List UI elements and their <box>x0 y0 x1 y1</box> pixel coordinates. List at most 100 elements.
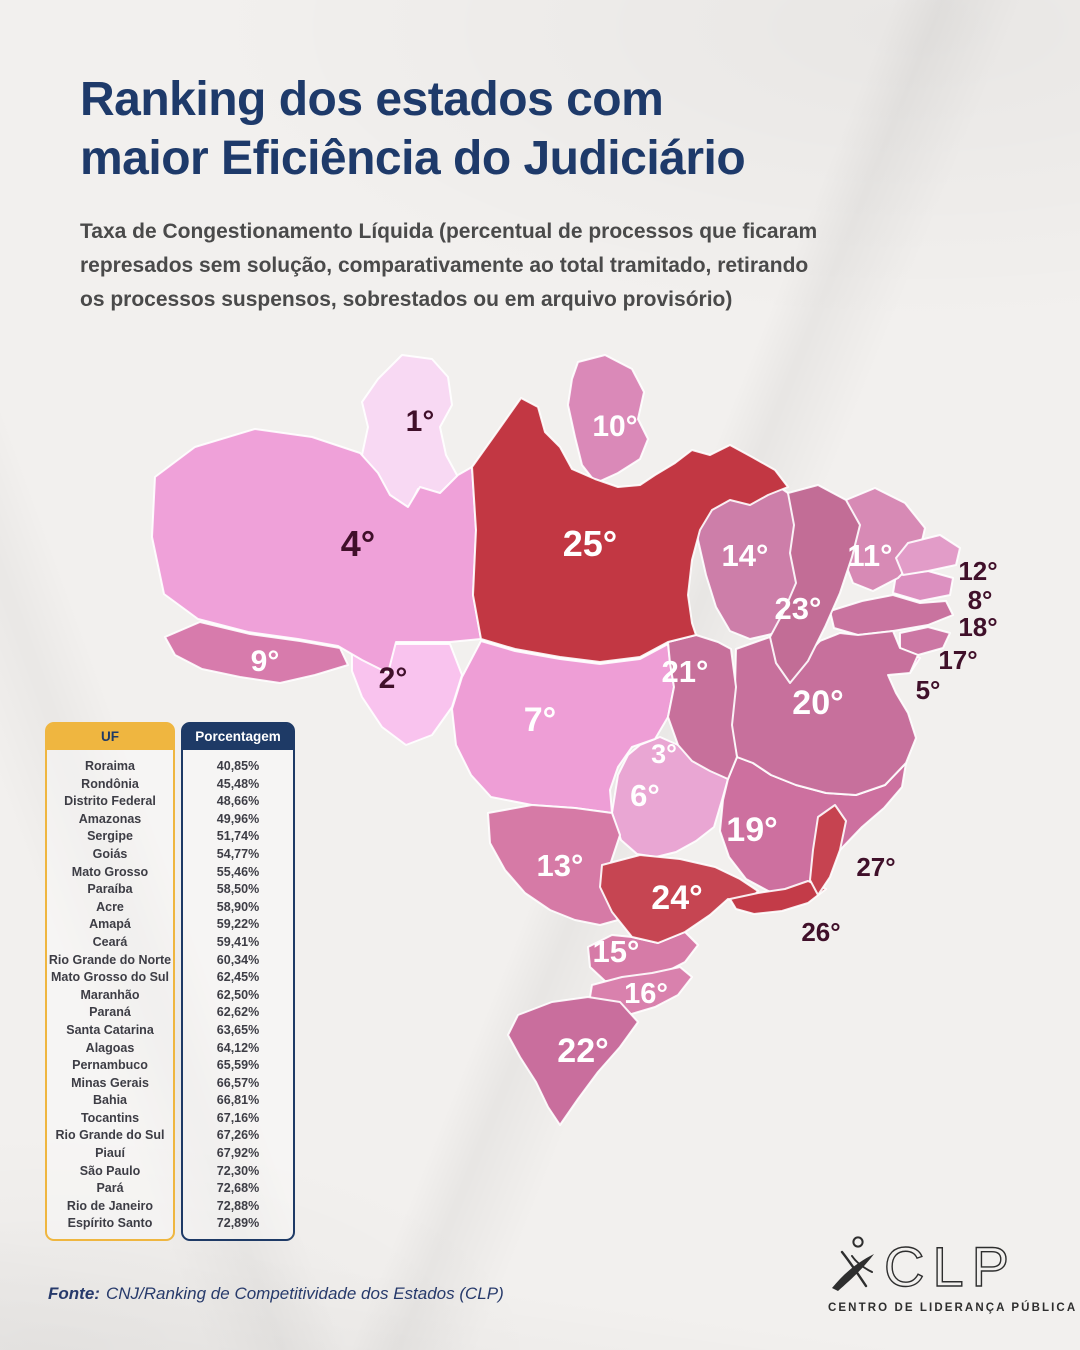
percentage-cell: 48,66% <box>216 794 260 809</box>
rank-label-ES: 27° <box>856 852 895 882</box>
source-text: CNJ/Ranking de Competitividade dos Estad… <box>105 1284 504 1303</box>
rank-label-RO: 2° <box>379 662 408 695</box>
percentage-cell: 49,96% <box>216 811 260 826</box>
uf-cell: Espírito Santo <box>67 1216 153 1231</box>
percentage-cell: 51,74% <box>216 829 260 844</box>
state-shape-AC <box>164 621 349 684</box>
percentage-cell: 72,68% <box>216 1181 260 1196</box>
uf-cell: Acre <box>96 899 124 914</box>
uf-cell: Pará <box>96 1181 124 1196</box>
state-shape-SP <box>599 854 759 944</box>
percentage-cell: 63,65% <box>216 1022 260 1037</box>
uf-cell: Distrito Federal <box>64 794 156 809</box>
rank-label-AC: 9° <box>251 645 280 678</box>
percentage-cell: 62,45% <box>216 970 260 985</box>
percentage-cell: 58,90% <box>216 899 260 914</box>
uf-cell: Rio Grande do Norte <box>48 952 172 967</box>
uf-cell: Sergipe <box>87 829 133 844</box>
rank-label-PE: 18° <box>958 612 997 642</box>
rank-label-BA: 20° <box>792 684 843 722</box>
uf-cell: Mato Grosso do Sul <box>50 970 170 985</box>
percentage-cell: 60,34% <box>216 952 260 967</box>
percentage-cell: 62,62% <box>216 1005 260 1020</box>
uf-cell: Rio de Janeiro <box>66 1198 154 1213</box>
rank-label-GO: 6° <box>630 778 660 813</box>
percentage-cell: 72,89% <box>216 1216 260 1231</box>
state-shape-MT <box>451 640 675 814</box>
percentage-cell: 55,46% <box>216 864 260 879</box>
rank-label-MT: 7° <box>524 701 557 739</box>
uf-cell: Alagoas <box>85 1040 135 1055</box>
state-shape-RN <box>895 534 961 576</box>
percentage-cell: 59,22% <box>216 917 260 932</box>
percentage-cell: 66,57% <box>216 1075 260 1090</box>
state-shape-PE <box>829 594 954 636</box>
person-icon <box>832 1236 874 1291</box>
percentage-cell: 72,30% <box>216 1163 260 1178</box>
percentage-cell: 54,77% <box>216 846 260 861</box>
uf-cell: Amapá <box>89 917 131 932</box>
rank-label-SC: 16° <box>624 978 668 1010</box>
state-shape-PA <box>471 397 789 663</box>
state-shape-ES <box>809 804 847 896</box>
brazil-choropleth-map: 1° 2° 3° 4° 5° 6° 7° 8° 9° 10° 11° 12° 13° 14° 15° 16° 1… <box>151 354 998 1126</box>
uf-cell: Goiás <box>92 846 128 861</box>
page-subtitle: Taxa de Congestionamento Líquida (percen… <box>80 215 817 317</box>
uf-cell: Rio Grande do Sul <box>55 1128 165 1143</box>
rank-label-RN: 12° <box>958 556 997 586</box>
page-title-line1: Ranking dos estados com <box>80 73 664 126</box>
percentage-column-body: 40,85% 45,48% 48,66% 49,96% 51,74% 54,77% 55,4… <box>183 750 293 1239</box>
rank-label-RJ: 26° <box>801 917 840 947</box>
uf-cell: Santa Catarina <box>66 1022 154 1037</box>
state-shape-TO <box>667 634 738 780</box>
percentage-cell: 67,26% <box>216 1128 260 1143</box>
percentage-cell: 66,81% <box>216 1093 260 1108</box>
subtitle-line1: Taxa de Congestionamento Líquida (percen… <box>80 220 818 243</box>
uf-cell: Maranhão <box>80 987 140 1002</box>
percentage-cell: 58,50% <box>216 882 260 897</box>
source-label: Fonte: <box>48 1284 100 1303</box>
percentage-cell: 67,16% <box>216 1110 260 1125</box>
rank-label-MG: 19° <box>726 811 777 849</box>
rank-label-AL: 17° <box>938 645 977 675</box>
uf-cell: Piauí <box>95 1146 125 1161</box>
state-shape-AP <box>567 354 649 484</box>
rank-label-PI: 23° <box>775 591 822 626</box>
subtitle-line2: represados sem solução, comparativamente… <box>80 254 809 277</box>
rank-label-PR: 15° <box>593 934 640 969</box>
percentage-cell: 40,85% <box>216 759 260 773</box>
clp-logo: CLP CENTRO DE LIDERANÇA PÚBLICA <box>828 1234 1078 1314</box>
uf-cell: Tocantins <box>80 1110 140 1125</box>
percentage-column-header: Porcentagem <box>183 724 293 750</box>
clp-tagline: CENTRO DE LIDERANÇA PÚBLICA <box>828 1302 1078 1314</box>
uf-cell: Ceará <box>92 934 128 949</box>
clp-acronym: CLP <box>884 1235 1017 1296</box>
uf-column-header: UF <box>47 724 173 750</box>
percentage-cell: 59,41% <box>216 934 260 949</box>
uf-cell: São Paulo <box>79 1163 141 1178</box>
state-shape-PR <box>587 931 699 984</box>
page-title: Ranking dos estados com maior Eficiência… <box>80 70 746 188</box>
uf-column: UF Roraima Rondônia Distrito Federal Amazon… <box>45 722 175 1242</box>
percentage-cell: 65,59% <box>216 1058 260 1073</box>
state-shape-BA <box>730 630 919 796</box>
state-shape-RS <box>507 996 639 1126</box>
rank-label-SP: 24° <box>651 879 702 917</box>
rank-label-MA: 14° <box>722 538 769 573</box>
rank-label-SE: 5° <box>916 675 941 705</box>
uf-cell: Roraima <box>84 759 136 773</box>
uf-cell: Paraíba <box>87 882 133 897</box>
rank-label-PB: 8° <box>968 585 993 615</box>
percentage-column: Porcentagem 40,85% 45,48% 48,66% 49,96% 51,7… <box>181 722 295 1242</box>
subtitle-line3: os processos suspensos, sobrestados ou e… <box>80 288 733 311</box>
uf-cell: Pernambuco <box>72 1058 148 1073</box>
rank-label-AP: 10° <box>592 410 637 443</box>
state-shape-RJ <box>729 880 827 915</box>
uf-cell: Minas Gerais <box>71 1075 149 1090</box>
clp-logo-mark: CLP <box>832 1234 1017 1299</box>
page-title-line2: maior Eficiência do Judiciário <box>80 132 746 185</box>
state-shape-PB <box>892 570 954 602</box>
rank-label-MS: 13° <box>537 848 584 883</box>
rank-label-RS: 22° <box>557 1032 608 1070</box>
